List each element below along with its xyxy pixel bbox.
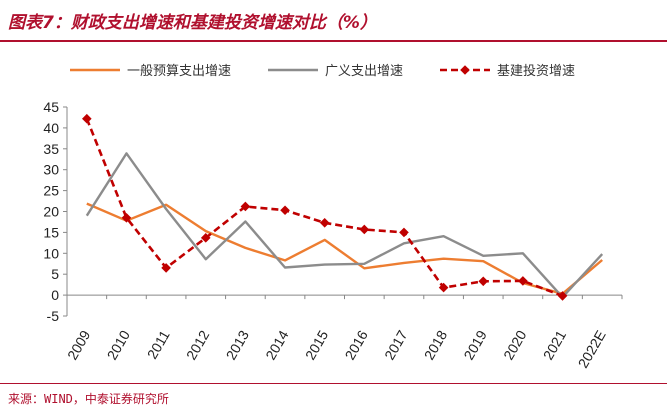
data-point-marker: [319, 217, 330, 228]
legend-label-1: 一般预算支出增速: [127, 63, 231, 79]
x-tick-label: 2012: [183, 327, 213, 362]
data-point-marker: [438, 282, 449, 293]
data-point-marker: [478, 276, 489, 287]
line-chart: 一般预算支出增速 广义支出增速 基建投资增速 -5 0 5 10 15 20 25 30 35 40 4…: [43, 63, 623, 371]
y-tick-label: 15: [43, 224, 59, 240]
x-tick-label: 2019: [460, 327, 490, 362]
x-tick-label: 2015: [302, 327, 332, 362]
y-tick-label: 0: [51, 287, 59, 303]
legend-label-3: 基建投资增速: [497, 63, 575, 79]
series-line-1: [86, 202, 603, 295]
legend-label-2: 广义支出增速: [325, 64, 403, 79]
chart-series: [82, 113, 604, 301]
x-tick-label: 2016: [341, 327, 371, 362]
y-tick-label: 40: [43, 120, 59, 136]
x-tick-label: 2021: [540, 327, 570, 362]
series-line-2: [85, 152, 604, 299]
x-tick-label: 2020: [500, 327, 530, 362]
y-tick-label: -5: [47, 308, 60, 324]
x-tick-label: 2014: [262, 327, 292, 362]
footer-divider: [0, 383, 667, 384]
x-tick-label: 2009: [64, 327, 94, 362]
x-tick-label: 2013: [223, 327, 253, 362]
data-point-marker: [359, 224, 370, 235]
source-note: 来源：WIND，中泰证券研究所: [8, 392, 169, 406]
data-point-marker: [518, 276, 528, 286]
chart-legend: 一般预算支出增速 广义支出增速 基建投资增速: [70, 63, 575, 79]
data-point-marker: [82, 113, 92, 124]
y-tick-label: 30: [43, 162, 59, 178]
data-point-marker: [280, 205, 290, 216]
y-tick-label: 10: [43, 245, 59, 261]
x-tick-label: 2017: [381, 327, 411, 362]
data-point-marker: [240, 201, 251, 212]
data-point-marker: [557, 291, 568, 301]
x-tick-label: 2018: [421, 327, 451, 362]
y-tick-label: 20: [43, 204, 59, 220]
x-tick-label: 2022E: [575, 328, 609, 371]
y-tick-label: 25: [43, 183, 59, 199]
title-divider: [0, 40, 667, 42]
x-tick-label: 2011: [144, 327, 173, 361]
legend-marker: [460, 65, 470, 75]
data-point-marker: [200, 233, 211, 243]
figure-title: 图表7：财政支出增速和基建投资增速对比（%）: [8, 13, 377, 33]
y-tick-label: 5: [51, 266, 59, 282]
chart-axes: -5 0 5 10 15 20 25 30 35 40 45 2009 2010 2011 2012 2013…: [43, 99, 623, 371]
y-tick-label: 45: [43, 99, 59, 115]
y-tick-label: 35: [43, 141, 59, 157]
x-tick-label: 2010: [104, 327, 134, 362]
data-point-marker: [399, 227, 409, 238]
